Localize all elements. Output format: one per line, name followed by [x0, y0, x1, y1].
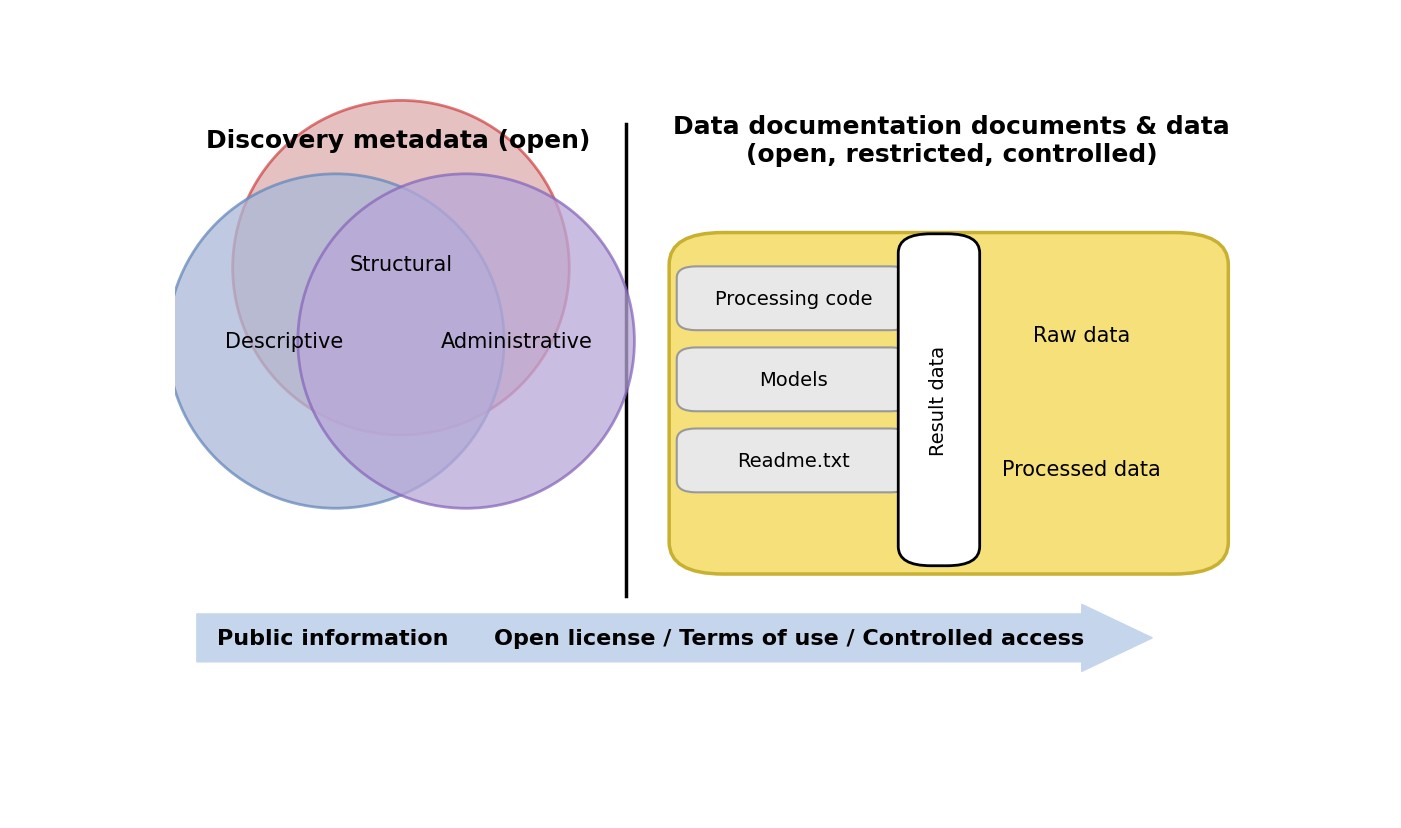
Text: Administrative: Administrative	[441, 332, 593, 352]
Text: Processed data: Processed data	[1002, 460, 1161, 479]
Text: Open license / Terms of use / Controlled access: Open license / Terms of use / Controlled…	[493, 628, 1083, 648]
FancyBboxPatch shape	[677, 267, 911, 331]
Ellipse shape	[168, 175, 504, 508]
Text: Result data: Result data	[929, 345, 948, 455]
Text: Models: Models	[759, 370, 828, 389]
Ellipse shape	[298, 175, 635, 508]
Text: Processing code: Processing code	[715, 290, 873, 308]
Text: Structural: Structural	[349, 255, 453, 275]
Text: Readme.txt: Readme.txt	[737, 451, 850, 470]
FancyBboxPatch shape	[898, 234, 979, 566]
FancyBboxPatch shape	[677, 429, 911, 493]
Text: Discovery metadata (open): Discovery metadata (open)	[206, 129, 590, 153]
Text: Data documentation documents & data
(open, restricted, controlled): Data documentation documents & data (ope…	[672, 115, 1230, 166]
Text: Descriptive: Descriptive	[224, 332, 343, 352]
FancyBboxPatch shape	[670, 233, 1229, 575]
Ellipse shape	[233, 101, 569, 436]
Bar	[898, 267, 926, 493]
FancyBboxPatch shape	[677, 348, 911, 412]
Text: Raw data: Raw data	[1033, 325, 1131, 345]
Text: Public information: Public information	[217, 628, 448, 648]
FancyArrow shape	[196, 604, 1153, 672]
